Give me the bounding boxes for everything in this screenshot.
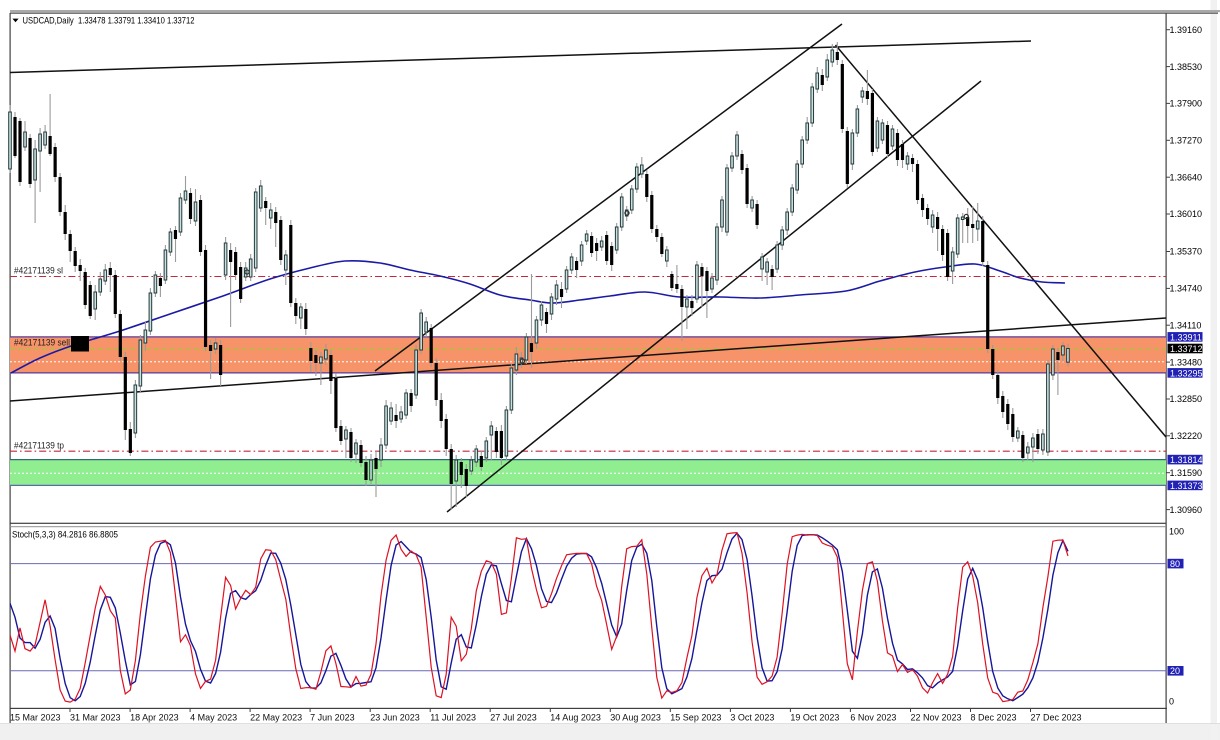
svg-text:1.39160: 1.39160: [1170, 25, 1203, 35]
svg-text:18 Apr 2023: 18 Apr 2023: [130, 713, 179, 723]
svg-text:1.31590: 1.31590: [1170, 468, 1203, 478]
svg-text:#42171139 sl: #42171139 sl: [14, 266, 63, 276]
svg-text:20: 20: [1170, 666, 1180, 676]
svg-text:30 Aug 2023: 30 Aug 2023: [610, 713, 661, 723]
svg-text:1.31814: 1.31814: [1170, 455, 1203, 465]
svg-text:14 Aug 2023: 14 Aug 2023: [550, 713, 601, 723]
svg-text:1.33712: 1.33712: [1170, 344, 1203, 354]
svg-text:USDCAD,Daily 1.33478 1.33791: USDCAD,Daily 1.33478 1.33791 1.33410 1.3…: [23, 15, 195, 25]
svg-text:8 Dec 2023: 8 Dec 2023: [971, 713, 1017, 723]
svg-text:4 May 2023: 4 May 2023: [190, 713, 237, 723]
svg-text:Stoch(5,3,3) 84.2816 86.8805: Stoch(5,3,3) 84.2816 86.8805: [12, 530, 118, 541]
svg-text:1.36640: 1.36640: [1170, 172, 1203, 182]
svg-text:31 Mar 2023: 31 Mar 2023: [70, 713, 121, 723]
svg-text:1.38530: 1.38530: [1170, 62, 1203, 72]
svg-text:1.37270: 1.37270: [1170, 136, 1203, 146]
svg-text:1.31373: 1.31373: [1170, 481, 1203, 491]
svg-text:15 Sep 2023: 15 Sep 2023: [670, 713, 721, 723]
svg-text:23 Jun 2023: 23 Jun 2023: [370, 713, 420, 723]
svg-text:27 Jul 2023: 27 Jul 2023: [490, 713, 537, 723]
svg-text:1.35370: 1.35370: [1170, 247, 1203, 257]
svg-text:1.33295: 1.33295: [1170, 368, 1203, 378]
svg-text:1.37900: 1.37900: [1170, 99, 1203, 109]
svg-text:1.33480: 1.33480: [1170, 357, 1203, 367]
svg-text:#42171139 sell: #42171139 sell: [14, 338, 70, 348]
svg-text:27 Dec 2023: 27 Dec 2023: [1031, 713, 1082, 723]
svg-text:1.36010: 1.36010: [1170, 209, 1203, 219]
svg-text:1.33911: 1.33911: [1170, 332, 1202, 342]
svg-text:80: 80: [1170, 559, 1180, 569]
svg-text:1.34740: 1.34740: [1170, 284, 1203, 294]
svg-text:1.32850: 1.32850: [1170, 394, 1203, 404]
svg-text:22 May 2023: 22 May 2023: [250, 713, 302, 723]
svg-text:22 Nov 2023: 22 Nov 2023: [911, 713, 962, 723]
svg-text:1.34110: 1.34110: [1170, 320, 1202, 330]
svg-text:1.30960: 1.30960: [1170, 505, 1203, 515]
svg-text:15 Mar 2023: 15 Mar 2023: [10, 713, 61, 723]
svg-text:100: 100: [1169, 527, 1184, 537]
svg-text:1.32220: 1.32220: [1170, 431, 1203, 441]
svg-text:19 Oct 2023: 19 Oct 2023: [790, 713, 839, 723]
svg-text:0: 0: [1169, 697, 1174, 707]
svg-text:#42171139 tp: #42171139 tp: [14, 441, 64, 451]
svg-text:3 Oct 2023: 3 Oct 2023: [730, 713, 774, 723]
svg-text:6 Nov 2023: 6 Nov 2023: [850, 713, 896, 723]
svg-text:7 Jun 2023: 7 Jun 2023: [310, 713, 355, 723]
svg-text:11 Jul 2023: 11 Jul 2023: [430, 713, 476, 723]
